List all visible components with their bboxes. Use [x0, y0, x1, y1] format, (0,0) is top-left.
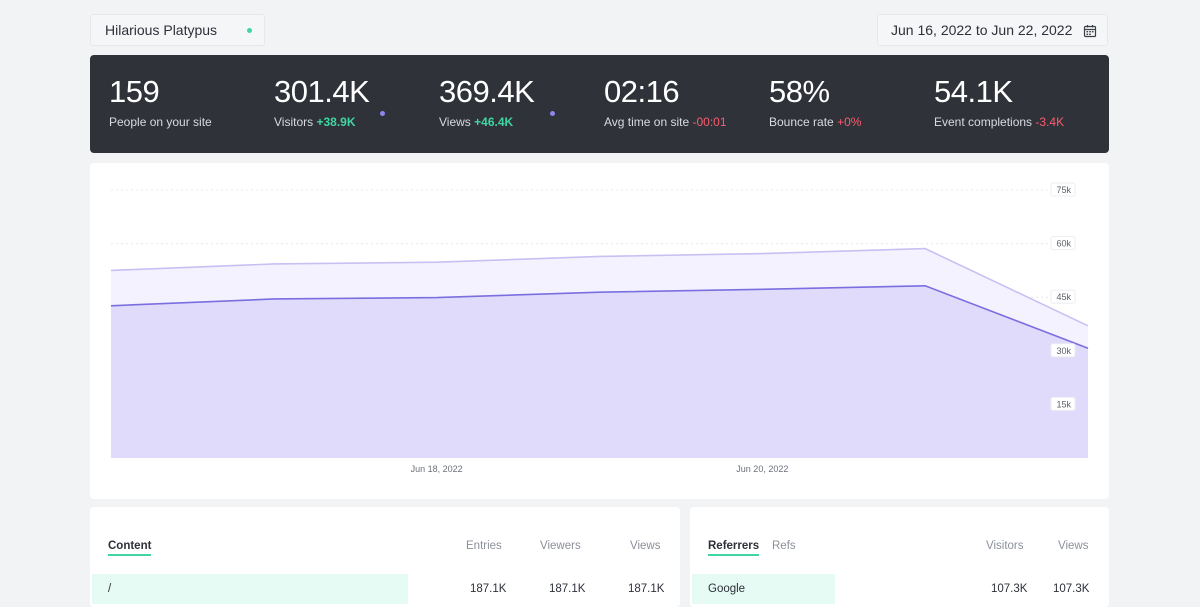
stat-delta: +38.9K [316, 115, 356, 129]
cell-views: 107.3K [1053, 583, 1090, 595]
stat-bounce-rate[interactable]: 58% Bounce rate +0% [769, 73, 861, 129]
row-share-bar [92, 574, 408, 604]
tab-refs[interactable]: Refs [772, 540, 796, 552]
cell-entries: 187.1K [470, 583, 507, 595]
x-tick-label: Jun 18, 2022 [411, 464, 463, 474]
stat-delta: -00:01 [692, 115, 727, 129]
stat-label: Avg time on site [604, 115, 690, 129]
series-indicator-dot [380, 111, 385, 116]
stat-value: 369.4K [439, 74, 535, 109]
series-indicator-dot [550, 111, 555, 116]
row-share-bar [692, 574, 835, 604]
stat-label: Visitors [274, 115, 314, 129]
content-table-panel: Content Entries Viewers Views / 187.1K 1… [90, 507, 680, 607]
y-tick-label-box [1050, 289, 1076, 304]
y-tick-label: 45k [1056, 292, 1071, 302]
tab-content[interactable]: Content [108, 540, 152, 556]
cell-viewers: 187.1K [549, 583, 586, 595]
stat-delta: +46.4K [474, 115, 514, 129]
date-range-picker[interactable]: Jun 16, 2022 to Jun 22, 2022 [877, 14, 1108, 46]
y-tick-label-box [1050, 396, 1076, 411]
stats-bar: 159 People on your site 301.4K Visitors … [90, 55, 1109, 153]
x-tick-label: Jun 20, 2022 [736, 464, 788, 474]
stat-visitors[interactable]: 301.4K Visitors +38.9K [274, 73, 385, 129]
stat-value: 58% [769, 74, 830, 109]
cell-visitors: 107.3K [991, 583, 1028, 595]
site-selector[interactable]: Hilarious Platypus [90, 14, 265, 46]
column-views[interactable]: Views [630, 540, 661, 552]
y-tick-label: 75k [1056, 185, 1071, 195]
traffic-chart-panel: 75k 60k 45k 30k 15k Jun 18, 2022 Jun 20, 2022 [90, 163, 1109, 499]
table-row-label[interactable]: / [108, 583, 112, 595]
stat-value: 54.1K [934, 74, 1013, 109]
series-line [110, 247, 1089, 327]
y-tick-label: 15k [1056, 399, 1071, 409]
stat-label: Event completions [934, 115, 1033, 129]
column-viewers[interactable]: Viewers [540, 540, 581, 552]
calendar-icon [1083, 25, 1097, 38]
stat-delta: -3.4K [1035, 115, 1065, 129]
table-row-label[interactable]: Google [708, 583, 746, 595]
y-tick-label-box [1050, 236, 1076, 251]
tab-referrers[interactable]: Referrers [708, 540, 760, 556]
stat-event-completions[interactable]: 54.1K Event completions -3.4K [934, 73, 1064, 129]
column-entries[interactable]: Entries [466, 540, 502, 552]
stat-value: 02:16 [604, 74, 680, 109]
date-range-label: Jun 16, 2022 to Jun 22, 2022 [891, 22, 1073, 38]
y-tick-label: 60k [1056, 239, 1071, 249]
stat-avg-time[interactable]: 02:16 Avg time on site -00:01 [604, 73, 727, 129]
cell-views: 187.1K [628, 583, 665, 595]
column-visitors[interactable]: Visitors [986, 540, 1024, 552]
stat-label: Bounce rate [769, 115, 834, 129]
stat-value: 301.4K [274, 74, 370, 109]
y-tick-label-box [1050, 182, 1076, 197]
stat-delta: +0% [837, 115, 862, 129]
column-views[interactable]: Views [1058, 540, 1089, 552]
stat-value: 159 [109, 74, 160, 109]
site-name: Hilarious Platypus [105, 22, 218, 38]
y-tick-label: 30k [1056, 346, 1071, 356]
stat-views[interactable]: 369.4K Views +46.4K [439, 73, 555, 129]
stat-label: People on your site [109, 115, 212, 129]
series-line [110, 284, 1089, 350]
referrers-table-panel: Referrers Refs Visitors Views Google 107… [690, 507, 1109, 607]
series-area [111, 285, 1088, 458]
stat-label: Views [439, 115, 471, 129]
traffic-chart[interactable]: 75k 60k 45k 30k 15k Jun 18, 2022 Jun 20, 2022 [90, 163, 1109, 499]
live-status-dot [247, 28, 252, 33]
y-tick-label-box [1050, 343, 1076, 358]
stat-people-online: 159 People on your site [109, 73, 212, 129]
